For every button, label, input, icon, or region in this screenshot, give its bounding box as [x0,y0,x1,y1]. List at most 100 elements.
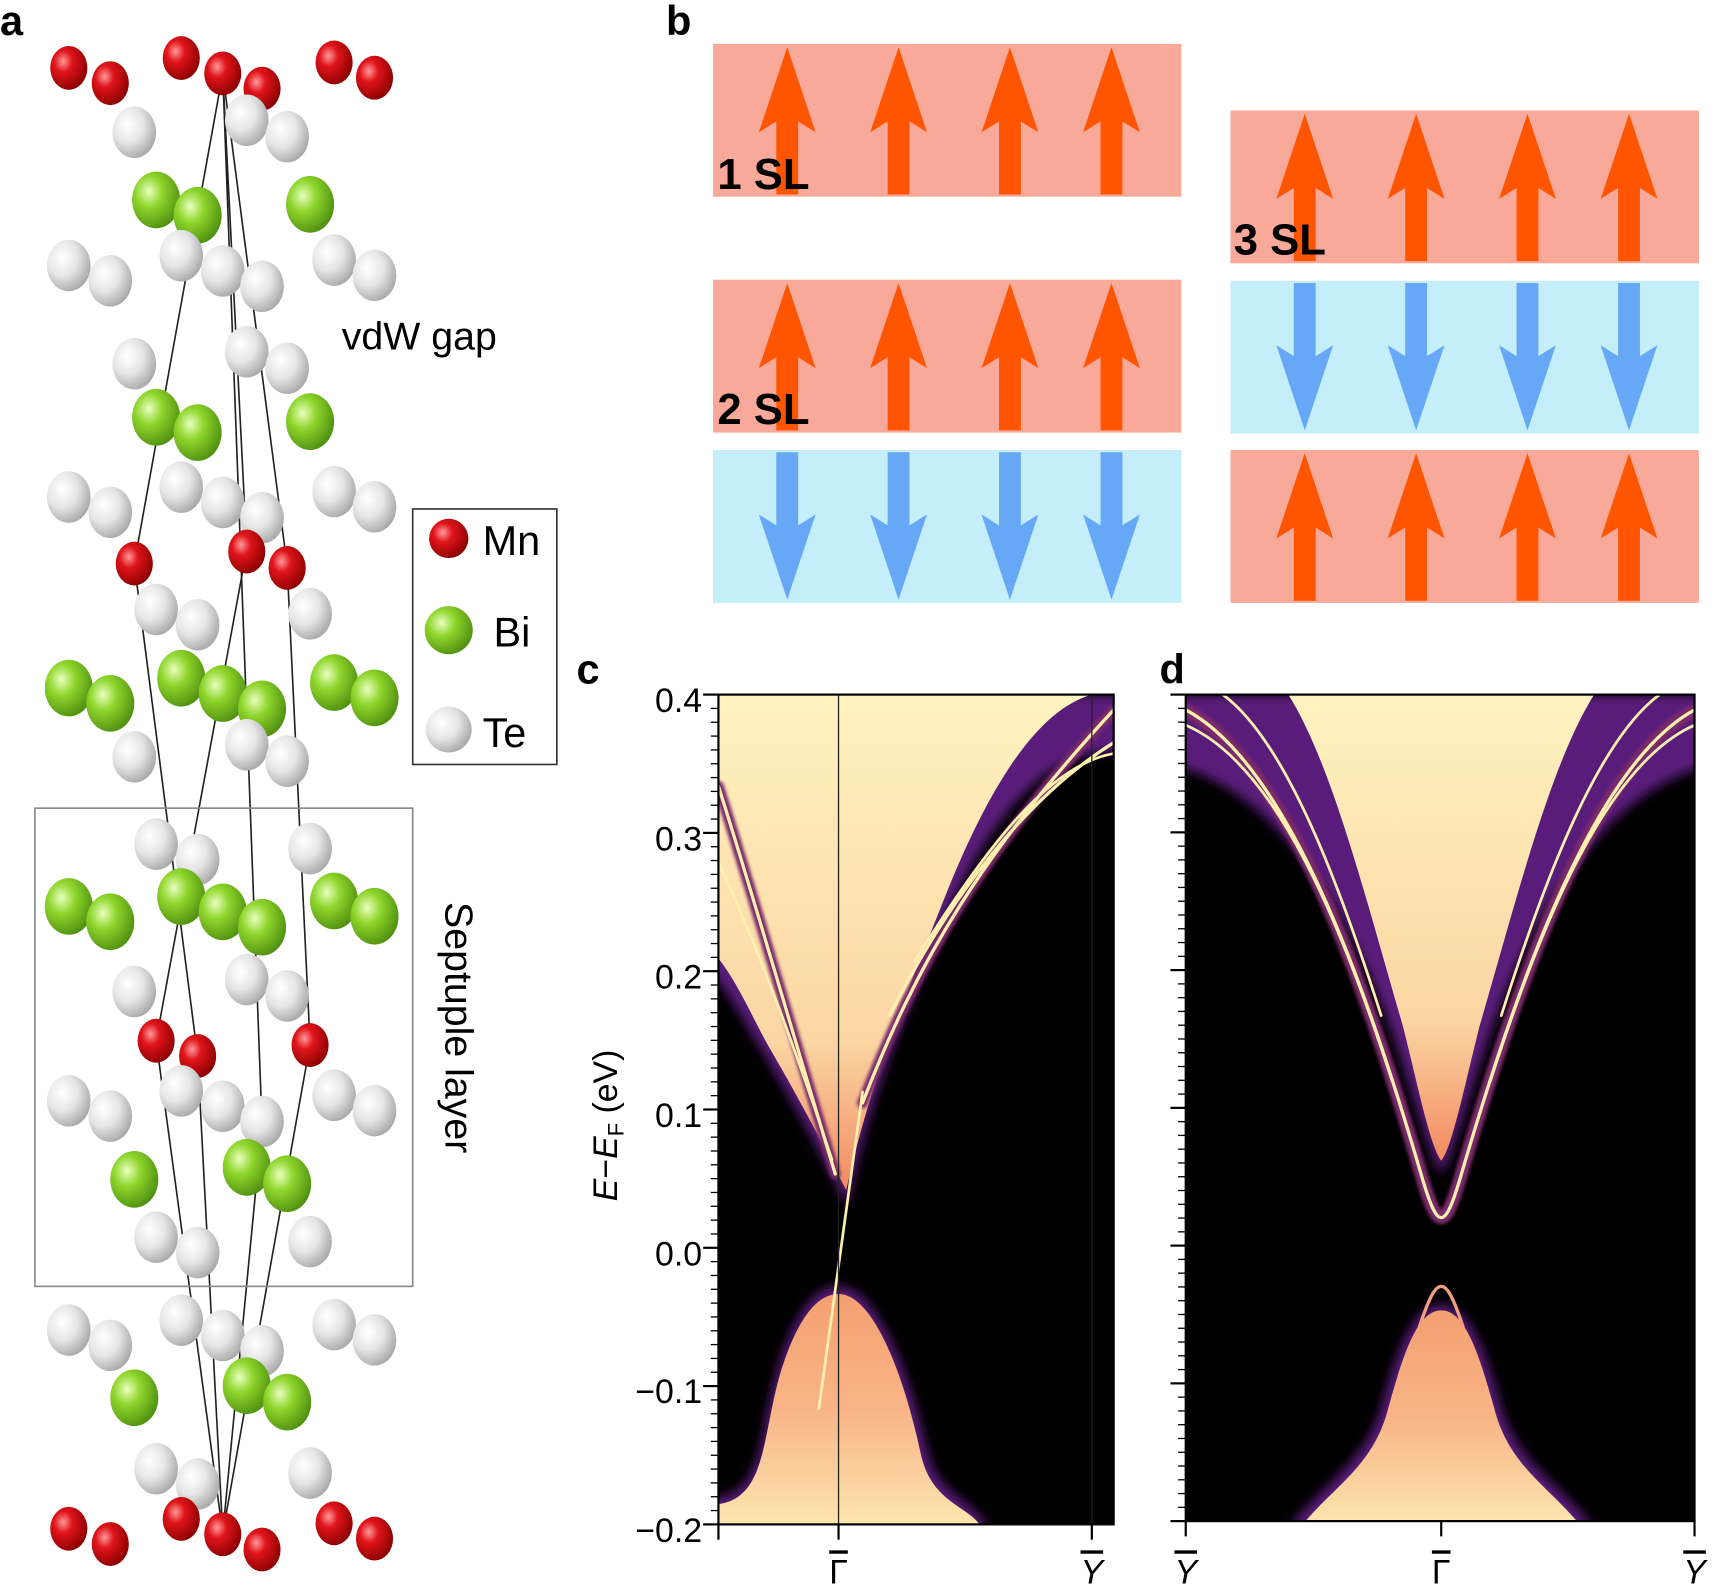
te-atom [240,260,284,313]
te-atom [159,1065,204,1117]
bi-atom [286,176,335,233]
panel-label-a: a [0,0,24,44]
te-atom [175,1458,220,1510]
mn-atom [91,1522,129,1566]
spin-arrow-up-icon [1083,47,1140,195]
spin-arrow-up-icon [1387,113,1445,262]
te-atom [224,953,269,1006]
mn-atom [355,1516,394,1561]
band-lines [718,704,1114,1411]
mn-legend-icon [429,518,469,559]
te-atom [88,1319,133,1372]
conduction-continuum [718,694,1092,1191]
bi-atom [222,1139,271,1196]
stack-label-1sl: 1 SL [717,150,809,199]
spin-arrow-up-icon [870,47,927,195]
te-atom [112,106,157,159]
magnetic-layer-up [712,43,1182,197]
y-tick-label: 0.2 [655,958,702,996]
mn-atom [355,55,394,100]
spin-arrow-up-icon [758,47,816,195]
spin-arrow-down-icon [1276,282,1334,431]
spin-arrow-down-icon [1499,282,1556,431]
spin-arrow-up-icon [758,282,816,431]
x-tick-y: Y [1081,1553,1106,1589]
atoms [44,36,399,1572]
panel-label-b: b [666,0,691,44]
mn-atom [91,61,129,106]
stack-label-3sl: 3 SL [1234,216,1326,265]
mn-atom [204,51,242,96]
bi-atom [132,171,181,229]
spin-arrow-down-icon [758,452,816,600]
bi-atom [263,1155,312,1213]
mn-atom [162,36,200,80]
te-atom [46,1074,91,1127]
bi-atom [157,649,206,707]
bi-atom [263,1373,312,1431]
spin-arrow-up-icon [981,282,1039,431]
vdw-gap-label: vdW gap [342,315,497,359]
te-atom [46,471,91,523]
te-atom [288,588,332,640]
bi-legend-icon [424,606,473,655]
te-atom [88,255,133,307]
bi-atom [310,654,359,711]
bi-atom [44,659,93,717]
magnetic-layer-up [1230,110,1699,264]
bi-atom [173,186,222,244]
bi-atom [222,1357,271,1415]
te-atom [112,338,157,390]
te-atom [88,1090,133,1142]
spin-arrow-down-icon [870,452,927,600]
te-atom [288,1447,332,1499]
spin-arrow-up-icon [1499,113,1556,262]
spin-arrow-up-icon [1083,282,1140,431]
te-atom [175,1226,220,1279]
te-atom [265,342,309,394]
te-atom [46,1304,91,1356]
bi-atom [157,868,206,925]
valence-continuum [1305,1310,1577,1522]
valence-continuum [718,1294,980,1525]
te-atom [159,1294,204,1346]
septuple-layer-box [34,807,414,1288]
unit-cell-edge [221,73,311,1534]
spin-arrow-down-icon [981,452,1039,600]
te-atom [134,1442,178,1495]
mn-atom [162,1497,200,1541]
x-tick-gamma: Γ [829,1553,848,1589]
te-atom [352,1084,397,1137]
x-tick-y-left: Y [1174,1553,1199,1589]
te-atom [224,94,269,147]
bi-atom [350,887,399,945]
band-plot-d: Y Γ Y [1170,693,1708,1589]
x-tick-gamma: Γ [1432,1553,1451,1589]
conduction-continuum [1288,694,1595,1161]
te-atom [312,234,356,286]
septuple-layer-label: Septuple layer [436,902,480,1153]
te-atom [175,598,220,651]
magnetic-layer-up [1230,450,1699,603]
te-atom [46,239,91,292]
bi-atom [286,393,335,450]
mn-atom [315,40,353,85]
spin-arrow-up-icon [870,282,927,431]
te-atom [312,1298,356,1351]
atom-legend: Mn Bi Te [411,508,558,766]
bi-atom [173,404,222,461]
y-tick-label: −0.2 [635,1512,702,1550]
y-axis-label: E−EF (eV) [587,1050,629,1202]
te-legend-icon [425,706,472,753]
te-atom [134,818,178,870]
stack-label-2sl: 2 SL [717,385,809,434]
spin-arrow-down-icon [1387,282,1445,431]
y-tick-label: 0.0 [655,1236,702,1274]
mn-atom [291,1023,329,1067]
y-tick-label: 0.1 [655,1097,702,1135]
legend-bi: Bi [494,609,531,656]
mn-atom [50,45,88,90]
bi-atom [198,883,247,941]
bi-atom [86,893,135,951]
